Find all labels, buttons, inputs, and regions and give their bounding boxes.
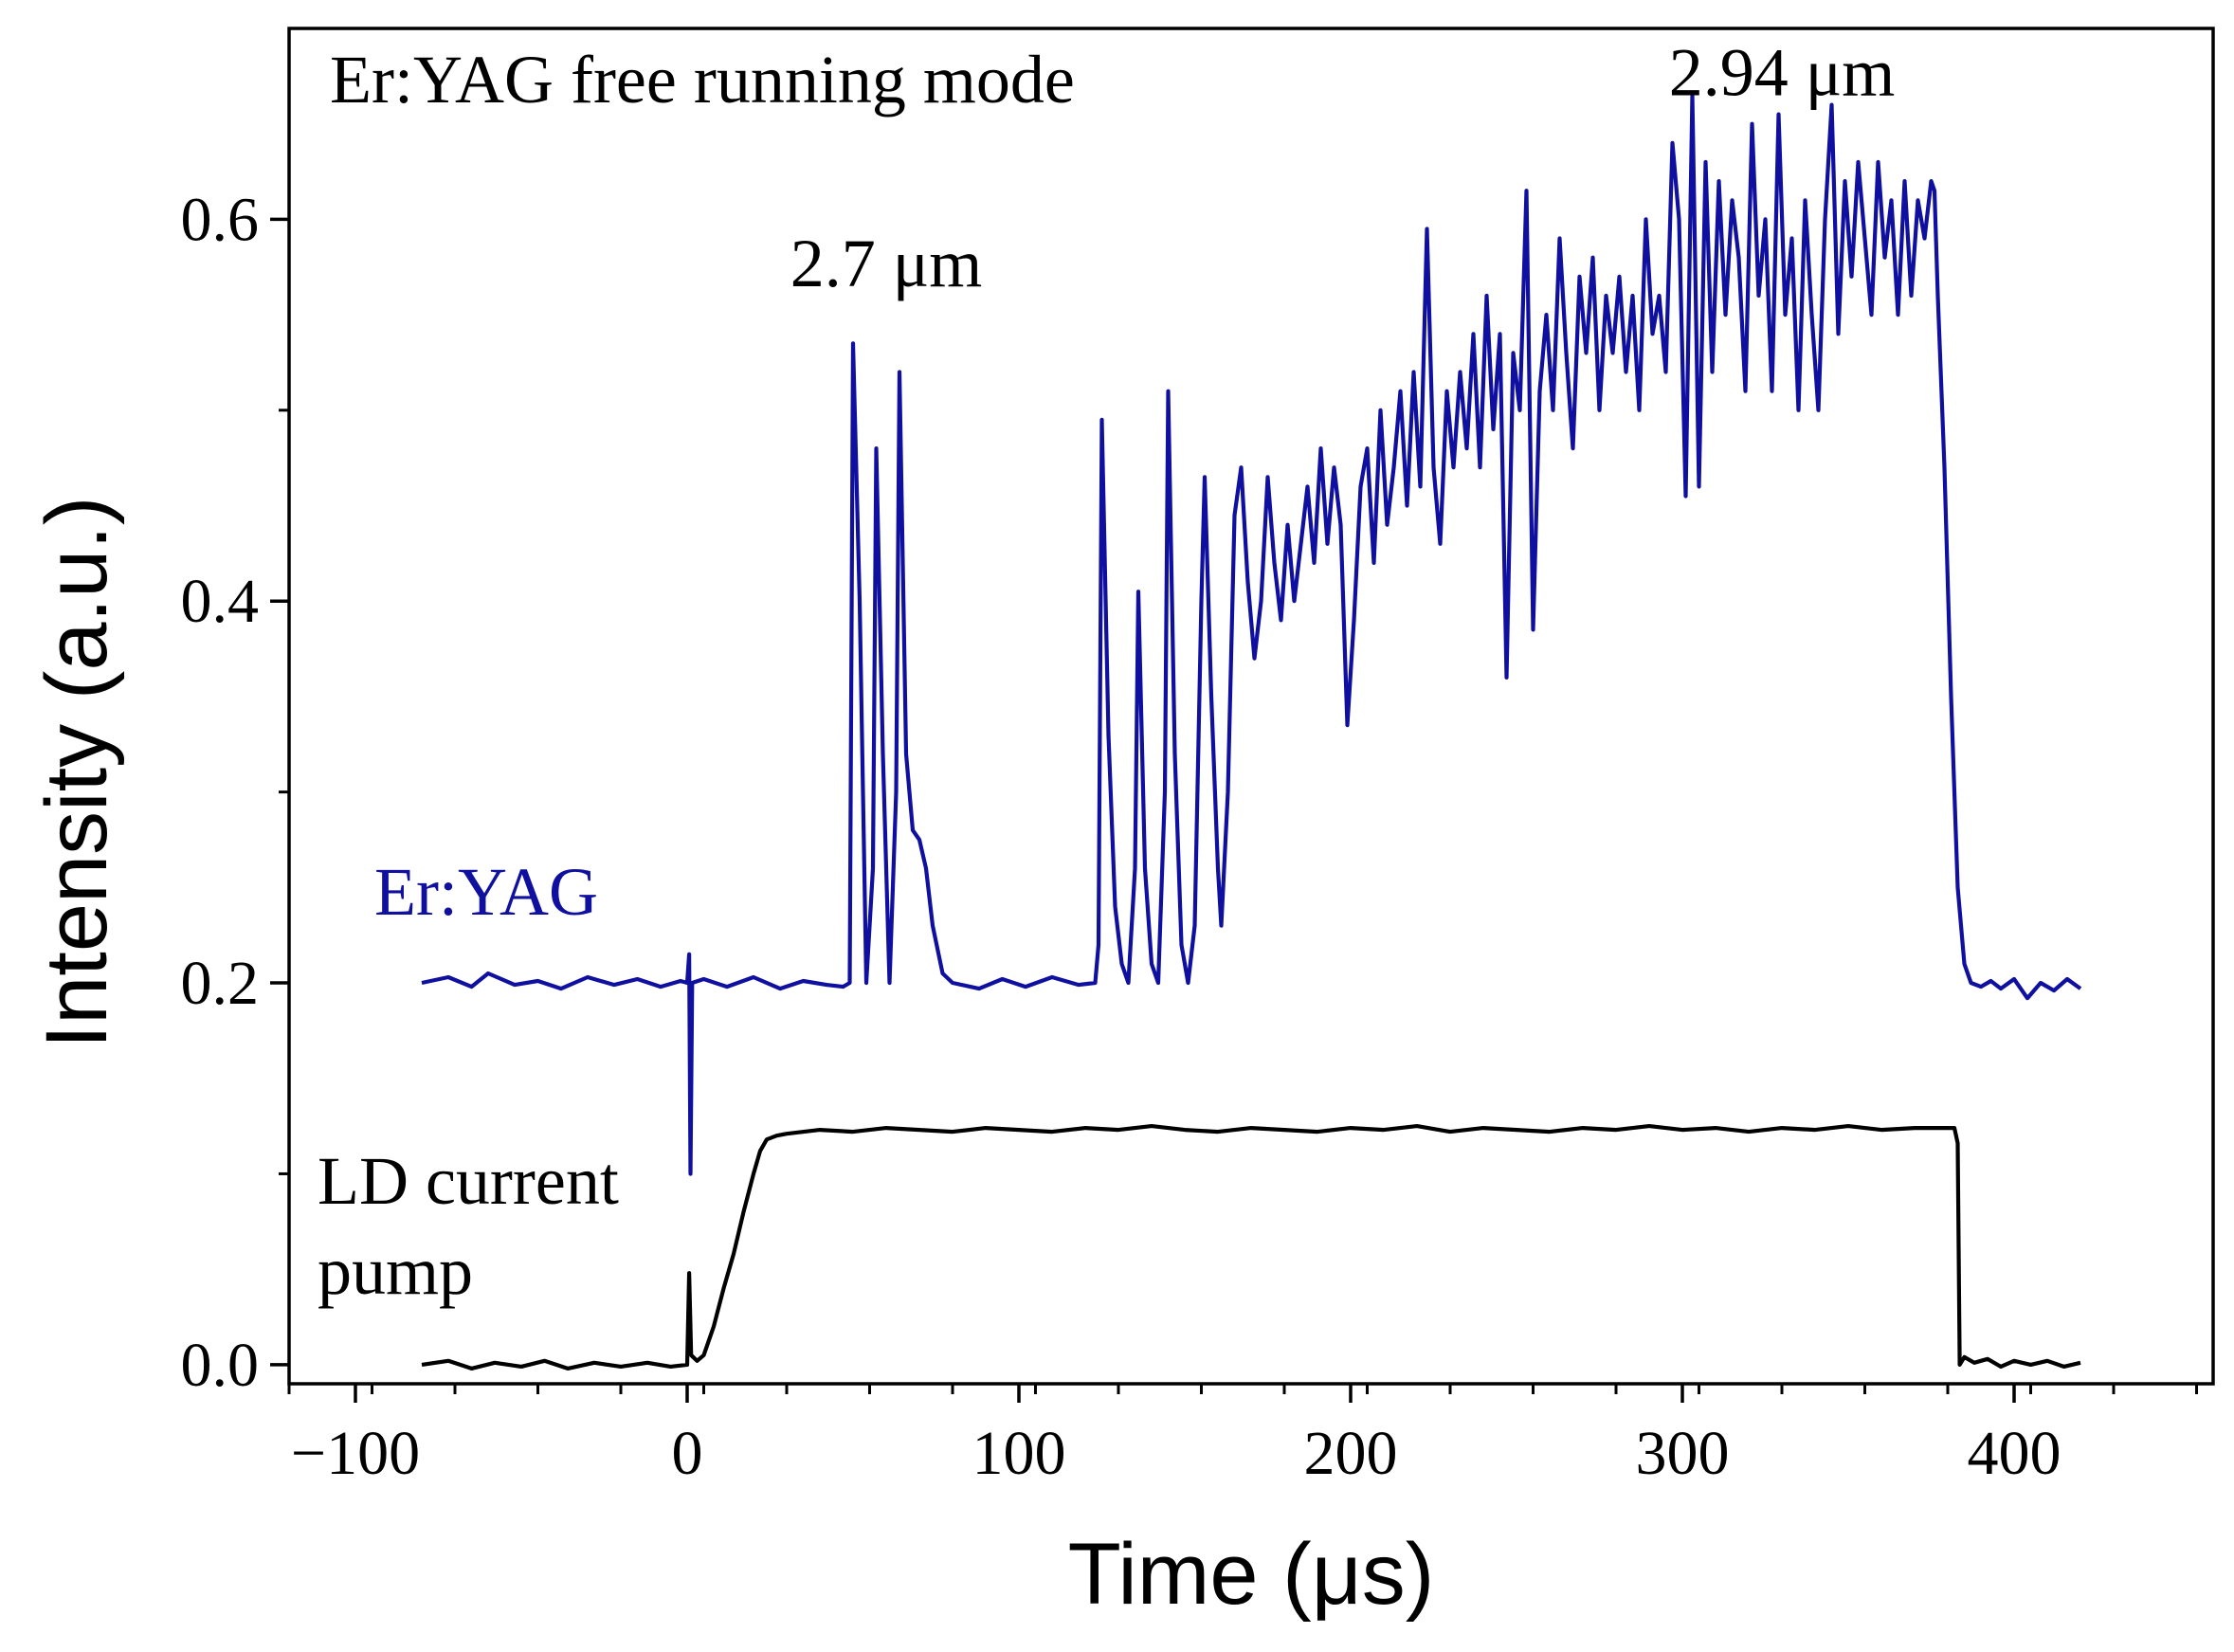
pump-label-line: pump: [318, 1233, 473, 1309]
y-tick-label: 0.0: [181, 1331, 260, 1400]
y-axis-title: Intensity (a.u.): [28, 497, 125, 1049]
chart-title: Er:YAG free running mode: [330, 42, 1075, 118]
series-line-ld-current-pump: [421, 1124, 2081, 1371]
x-tick-label: 400: [1968, 1419, 2061, 1488]
x-axis-title: Time (μs): [1068, 1526, 1435, 1623]
annotation-2-94-um: 2.94 μm: [1669, 34, 1896, 110]
x-tick-label: 0: [672, 1419, 703, 1488]
axis-ticks: −100 0 100 200 300 400 0.0 0.2 0.4 0.6: [181, 185, 2198, 1488]
x-tick-label: 100: [972, 1419, 1066, 1488]
series-label-eryag: Er:YAG: [374, 854, 598, 930]
y-tick-label: 0.6: [181, 185, 260, 254]
x-tick-label: −100: [291, 1419, 420, 1488]
series-label-ld-current-pump: LD current pump: [318, 1143, 619, 1309]
series-line-eryag: [421, 93, 2082, 1176]
y-tick-label: 0.4: [181, 567, 260, 636]
annotation-2-7-um: 2.7 μm: [790, 226, 983, 301]
y-tick-label: 0.2: [181, 949, 260, 1018]
plot-frame: [287, 27, 2215, 1386]
pump-label-line: LD current: [318, 1143, 619, 1219]
x-tick-label: 300: [1636, 1419, 1730, 1488]
series-lines: [421, 93, 2082, 1371]
x-tick-label: 200: [1304, 1419, 1398, 1488]
